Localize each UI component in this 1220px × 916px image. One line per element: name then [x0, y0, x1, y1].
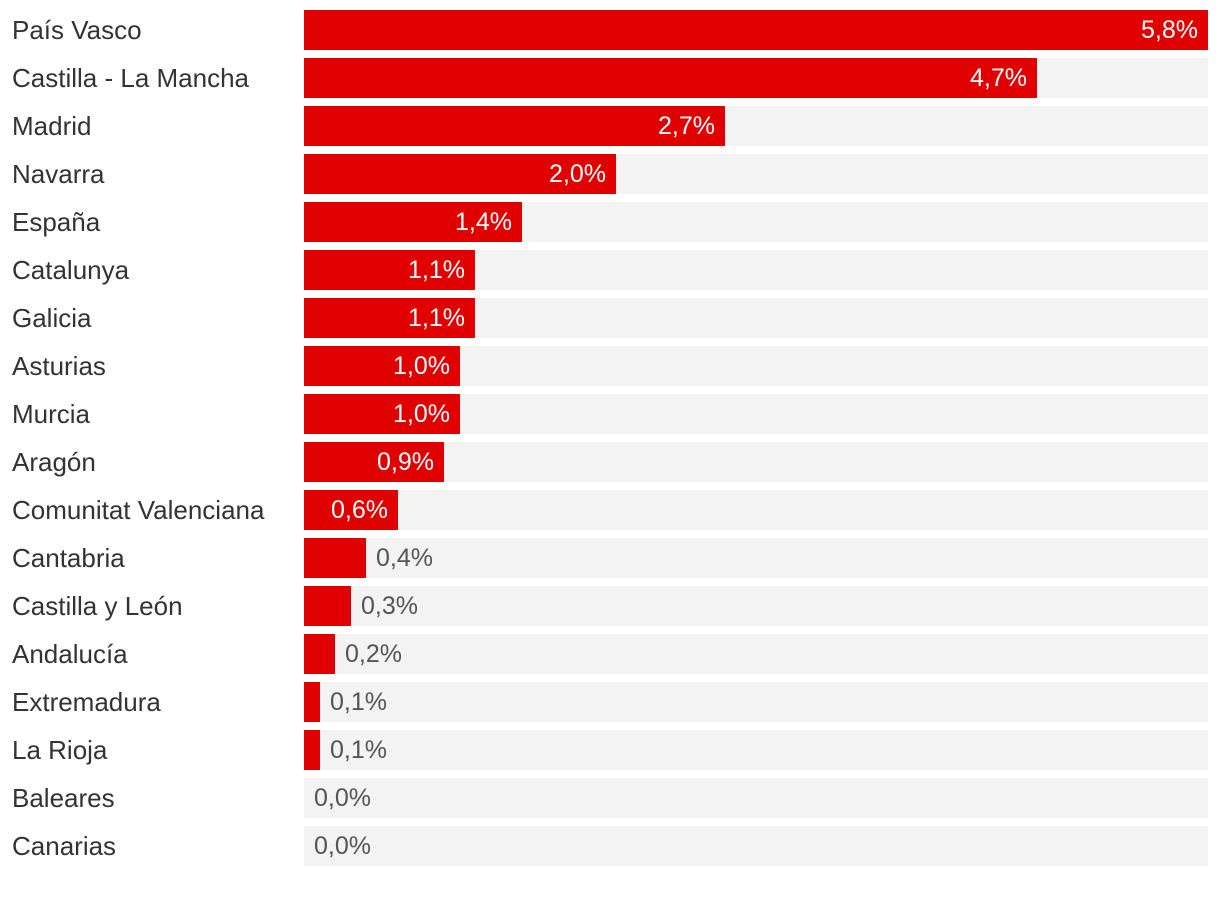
- category-label: Canarias: [12, 831, 117, 861]
- bar-row: Castilla - La Mancha 4,7%: [0, 58, 1220, 98]
- bar-row: Canarias 0,0%: [0, 826, 1220, 866]
- bar: [304, 106, 725, 146]
- data-label: 0,4%: [376, 544, 433, 572]
- bar-row: Cantabria 0,4%: [0, 538, 1220, 578]
- category-label: Navarra: [12, 159, 105, 189]
- bar-row: Extremadura 0,1%: [0, 682, 1220, 722]
- bar-track: 0,2%: [304, 634, 1208, 674]
- bar-row: País Vasco 5,8%: [0, 10, 1220, 50]
- data-label: 1,1%: [408, 256, 465, 284]
- data-label: 0,2%: [345, 640, 402, 668]
- category-label: Madrid: [12, 111, 92, 141]
- bar: [304, 490, 398, 530]
- bar: [304, 346, 460, 386]
- bar-row: La Rioja 0,1%: [0, 730, 1220, 770]
- bar-track: 0,9%: [304, 442, 1208, 482]
- bar-row: Baleares 0,0%: [0, 778, 1220, 818]
- bar-row: Comunitat Valenciana 0,6%: [0, 490, 1220, 530]
- bar: [304, 586, 351, 626]
- bar: [304, 682, 320, 722]
- category-label: Galicia: [12, 303, 92, 333]
- bar-track: 0,1%: [304, 730, 1208, 770]
- bar-track: 1,0%: [304, 346, 1208, 386]
- bar-row: Aragón 0,9%: [0, 442, 1220, 482]
- bar: [304, 250, 475, 290]
- category-label: Extremadura: [12, 687, 161, 717]
- data-label: 0,6%: [331, 496, 388, 524]
- bar-track: 0,4%: [304, 538, 1208, 578]
- data-label: 4,7%: [970, 64, 1027, 92]
- bar-track: 1,1%: [304, 250, 1208, 290]
- category-label: Murcia: [12, 399, 91, 429]
- bar-track: 2,0%: [304, 154, 1208, 194]
- data-label: 1,0%: [393, 400, 450, 428]
- data-label: 1,1%: [408, 304, 465, 332]
- bar-track: 1,4%: [304, 202, 1208, 242]
- data-label: 0,3%: [361, 592, 418, 620]
- category-label: Aragón: [12, 447, 96, 477]
- bar: [304, 730, 320, 770]
- category-label: Castilla y León: [12, 591, 183, 621]
- data-label: 0,0%: [314, 832, 371, 860]
- data-label: 1,4%: [455, 208, 512, 236]
- bar-track: 1,0%: [304, 394, 1208, 434]
- bar: [304, 58, 1037, 98]
- bar-track: 0,0%: [304, 826, 1208, 866]
- bar-row: Galicia 1,1%: [0, 298, 1220, 338]
- bar: [304, 202, 522, 242]
- bar-row: Navarra 2,0%: [0, 154, 1220, 194]
- category-label: Asturias: [12, 351, 106, 381]
- bar: [304, 394, 460, 434]
- bar-row: Andalucía 0,2%: [0, 634, 1220, 674]
- data-label: 0,1%: [330, 688, 387, 716]
- bar-row: Castilla y León 0,3%: [0, 586, 1220, 626]
- category-label: Baleares: [12, 783, 115, 813]
- bar: [304, 154, 616, 194]
- category-label: Comunitat Valenciana: [12, 495, 265, 525]
- bar-row: Madrid 2,7%: [0, 106, 1220, 146]
- category-label: España: [12, 207, 101, 237]
- bar-row: Catalunya 1,1%: [0, 250, 1220, 290]
- bar-track: 1,1%: [304, 298, 1208, 338]
- category-label: Andalucía: [12, 639, 128, 669]
- bar-track: 0,3%: [304, 586, 1208, 626]
- bar-track: 0,6%: [304, 490, 1208, 530]
- data-label: 0,0%: [314, 784, 371, 812]
- category-label: Castilla - La Mancha: [12, 63, 249, 93]
- category-label: Catalunya: [12, 255, 130, 285]
- bar: [304, 442, 444, 482]
- bar-track: 0,0%: [304, 778, 1208, 818]
- bar-track: 0,1%: [304, 682, 1208, 722]
- bar-track: 2,7%: [304, 106, 1208, 146]
- bar: [304, 538, 366, 578]
- bar-row: España 1,4%: [0, 202, 1220, 242]
- bar-track: 5,8%: [304, 10, 1208, 50]
- data-label: 2,7%: [658, 112, 715, 140]
- bar-row: Murcia 1,0%: [0, 394, 1220, 434]
- data-label: 0,9%: [377, 448, 434, 476]
- bar: [304, 634, 335, 674]
- data-label: 5,8%: [1141, 16, 1198, 44]
- bar-row: Asturias 1,0%: [0, 346, 1220, 386]
- category-label: Cantabria: [12, 543, 125, 573]
- bar-track: 4,7%: [304, 58, 1208, 98]
- category-label: La Rioja: [12, 735, 108, 765]
- category-label: País Vasco: [12, 15, 142, 45]
- data-label: 1,0%: [393, 352, 450, 380]
- bar: [304, 298, 475, 338]
- data-label: 2,0%: [549, 160, 606, 188]
- data-label: 0,1%: [330, 736, 387, 764]
- bar: [304, 10, 1208, 50]
